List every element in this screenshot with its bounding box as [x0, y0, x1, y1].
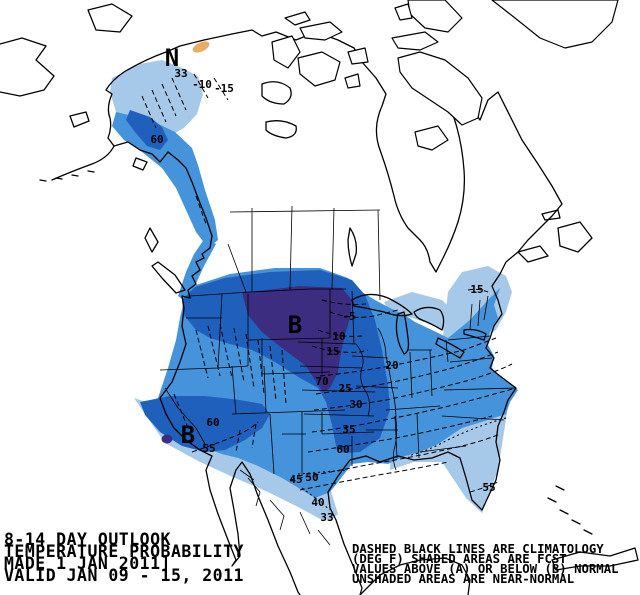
contour-label: -10 [192, 78, 212, 91]
contour-label: 33 [320, 511, 333, 524]
region-below-light-northeast [442, 266, 512, 348]
region-letters: N B B [165, 44, 302, 449]
contour-label: 40 [311, 496, 324, 509]
contour-label: 30 [349, 398, 362, 411]
contour-label: 35 [342, 423, 355, 436]
contour-label: 20 [385, 359, 398, 372]
legend-line-3: VALUES ABOVE (A) OR BELOW (B) NORMAL [352, 562, 619, 576]
region-below-purple-socal [161, 434, 173, 444]
region-below-light-mexicoborder [134, 398, 335, 520]
region-letter: B [288, 311, 302, 339]
contour-label: 10 [332, 330, 345, 343]
contour-label: 33 [174, 67, 187, 80]
legend-line-4: UNSHADED AREAS ARE NEAR-NORMAL [352, 572, 574, 586]
region-below-medium-bc-coast [178, 238, 216, 302]
region-letter: B [181, 421, 195, 449]
political-borders [159, 205, 517, 546]
contour-label: -5 [342, 310, 355, 323]
contour-label: -15 [214, 82, 234, 95]
title-block: 8-14 DAY OUTLOOK TEMPERATURE PROBABILITY… [4, 530, 244, 585]
title-line-4: VALID JAN 09 - 15, 2011 [4, 566, 244, 585]
region-above-orange-alaska [192, 41, 210, 53]
probability-contour-lines [297, 417, 507, 511]
legend-line-2: (DEG F) SHADED AREAS ARE FCST [352, 552, 567, 566]
contour-label: 55 [482, 481, 495, 494]
legend-block: DASHED BLACK LINES ARE CLIMATOLOGY (DEG … [352, 542, 619, 586]
contour-label: 45 [289, 473, 302, 486]
title-line-1: 8-14 DAY OUTLOOK [4, 530, 171, 549]
region-letter: N [165, 44, 179, 72]
title-line-3: MADE 1 JAN 2011] [4, 554, 171, 573]
contour-label: 60 [150, 133, 163, 146]
region-below-medium-alaska [112, 112, 218, 248]
contour-label: 25 [338, 382, 351, 395]
contour-label: 50 [305, 471, 318, 484]
contour-label: 55 [202, 442, 215, 455]
contour-label: 15 [470, 283, 483, 296]
contour-label: 60 [206, 416, 219, 429]
climatology-lines [141, 73, 517, 493]
region-below-dark-alaska [126, 110, 168, 150]
arctic-islands [271, 0, 619, 151]
coastlines [0, 3, 639, 595]
title-line-2: TEMPERATURE PROBABILITY [4, 542, 244, 561]
contour-label: 15 [326, 345, 339, 358]
contour-label: 60 [336, 443, 349, 456]
region-below-light-greatlakes [384, 292, 458, 334]
contour-label: 70 [315, 375, 328, 388]
region-below-dark-southwest [140, 396, 270, 452]
legend-line-1: DASHED BLACK LINES ARE CLIMATOLOGY [352, 542, 604, 556]
contour-labels: 33 -10 -15 60 -5 10 15 15 20 25 30 35 70 45 50 55 60 40 33… [150, 67, 495, 524]
